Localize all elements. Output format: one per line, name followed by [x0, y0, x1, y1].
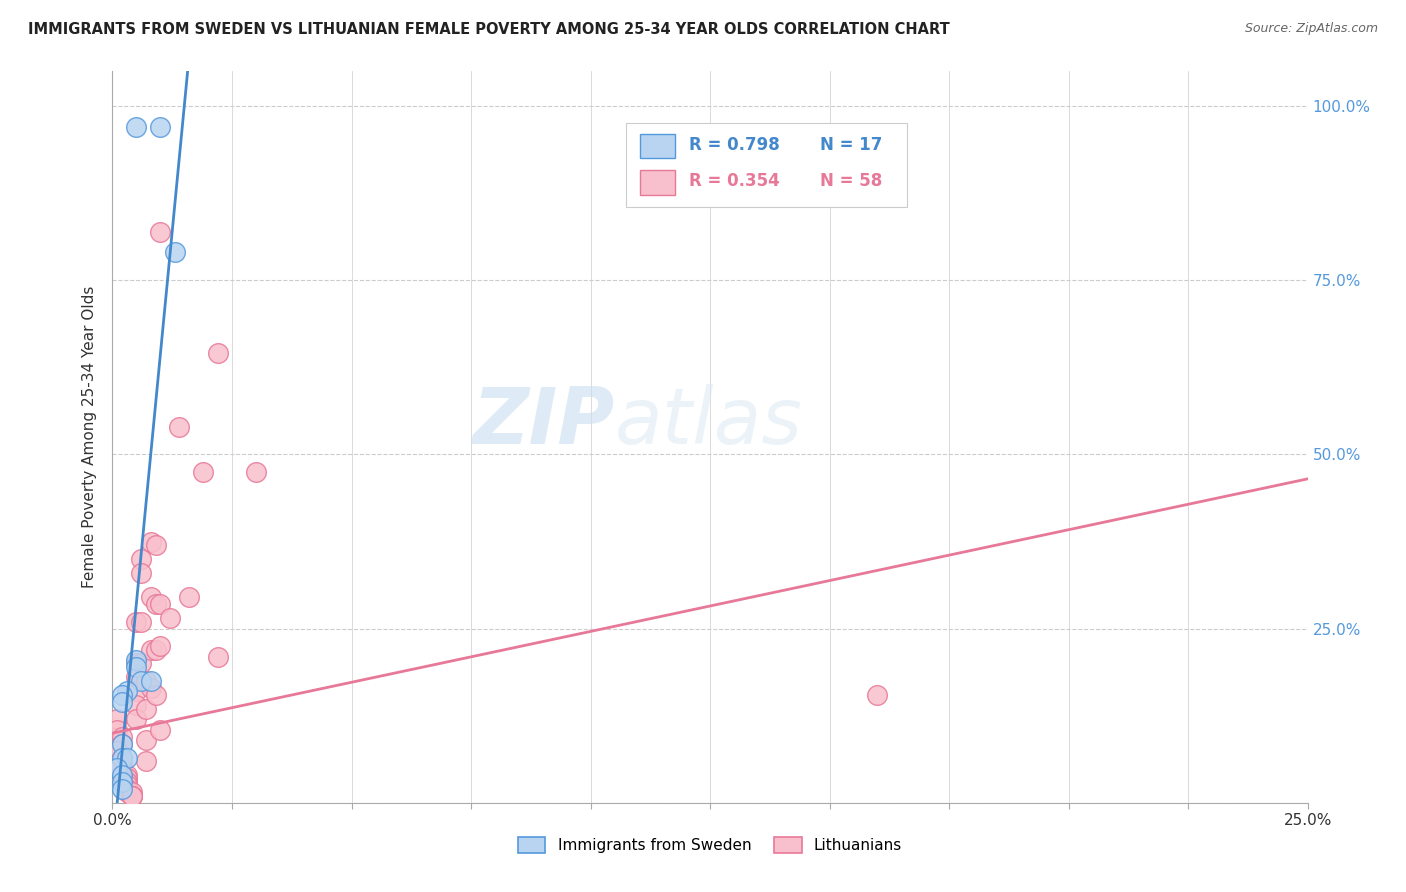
- Point: [149, 639, 172, 653]
- Point: [121, 789, 143, 803]
- Text: atlas: atlas: [614, 384, 803, 460]
- Text: N = 17: N = 17: [820, 136, 883, 153]
- Point: [111, 768, 134, 782]
- Point: [135, 733, 157, 747]
- Point: [105, 743, 128, 757]
- Point: [125, 698, 148, 713]
- Point: [121, 785, 143, 799]
- Point: [135, 673, 157, 688]
- Point: [105, 764, 128, 779]
- Y-axis label: Female Poverty Among 25-34 Year Olds: Female Poverty Among 25-34 Year Olds: [82, 286, 97, 588]
- Point: [139, 673, 162, 688]
- Point: [125, 660, 148, 674]
- Point: [111, 768, 134, 782]
- Point: [159, 611, 181, 625]
- Point: [149, 597, 172, 611]
- Point: [125, 120, 148, 134]
- Point: [129, 615, 152, 629]
- Point: [129, 673, 152, 688]
- Point: [115, 772, 138, 786]
- Point: [111, 757, 134, 772]
- Point: [149, 723, 172, 737]
- Point: [115, 775, 138, 789]
- Point: [145, 642, 167, 657]
- Point: [111, 761, 134, 775]
- Point: [207, 346, 229, 360]
- Point: [111, 737, 134, 751]
- Point: [115, 684, 138, 698]
- Point: [111, 730, 134, 744]
- Text: IMMIGRANTS FROM SWEDEN VS LITHUANIAN FEMALE POVERTY AMONG 25-34 YEAR OLDS CORREL: IMMIGRANTS FROM SWEDEN VS LITHUANIAN FEM…: [28, 22, 950, 37]
- Point: [111, 695, 134, 709]
- Point: [125, 657, 148, 671]
- Point: [149, 120, 172, 134]
- Text: Source: ZipAtlas.com: Source: ZipAtlas.com: [1244, 22, 1378, 36]
- Text: N = 58: N = 58: [820, 172, 882, 190]
- Point: [115, 768, 138, 782]
- Point: [193, 465, 215, 479]
- Point: [145, 538, 167, 552]
- Point: [163, 245, 186, 260]
- Point: [115, 775, 138, 789]
- Point: [115, 781, 138, 796]
- Point: [129, 657, 152, 671]
- Text: R = 0.354: R = 0.354: [689, 172, 779, 190]
- Point: [111, 775, 134, 789]
- Point: [125, 712, 148, 726]
- Point: [139, 642, 162, 657]
- Point: [139, 681, 162, 695]
- FancyBboxPatch shape: [640, 170, 675, 195]
- Point: [111, 737, 134, 751]
- Point: [125, 670, 148, 684]
- Point: [111, 781, 134, 796]
- Point: [135, 754, 157, 768]
- Point: [125, 615, 148, 629]
- FancyBboxPatch shape: [627, 122, 907, 207]
- Point: [121, 789, 143, 803]
- Point: [139, 534, 162, 549]
- Point: [105, 723, 128, 737]
- Point: [145, 597, 167, 611]
- Point: [866, 688, 889, 702]
- Point: [115, 750, 138, 764]
- Point: [121, 789, 143, 803]
- Point: [111, 688, 134, 702]
- Point: [207, 649, 229, 664]
- Point: [135, 702, 157, 716]
- FancyBboxPatch shape: [640, 134, 675, 159]
- Point: [169, 419, 191, 434]
- Point: [111, 768, 134, 782]
- Point: [245, 465, 267, 479]
- Point: [149, 225, 172, 239]
- Point: [129, 566, 152, 580]
- Point: [115, 785, 138, 799]
- Point: [111, 750, 134, 764]
- Point: [139, 591, 162, 605]
- Point: [111, 750, 134, 764]
- Point: [129, 552, 152, 566]
- Text: ZIP: ZIP: [472, 384, 614, 460]
- Text: R = 0.798: R = 0.798: [689, 136, 779, 153]
- Point: [145, 688, 167, 702]
- Legend: Immigrants from Sweden, Lithuanians: Immigrants from Sweden, Lithuanians: [510, 830, 910, 861]
- Point: [105, 712, 128, 726]
- Point: [115, 778, 138, 792]
- Point: [115, 781, 138, 796]
- Point: [177, 591, 200, 605]
- Point: [125, 653, 148, 667]
- Point: [105, 761, 128, 775]
- Point: [105, 757, 128, 772]
- Point: [125, 684, 148, 698]
